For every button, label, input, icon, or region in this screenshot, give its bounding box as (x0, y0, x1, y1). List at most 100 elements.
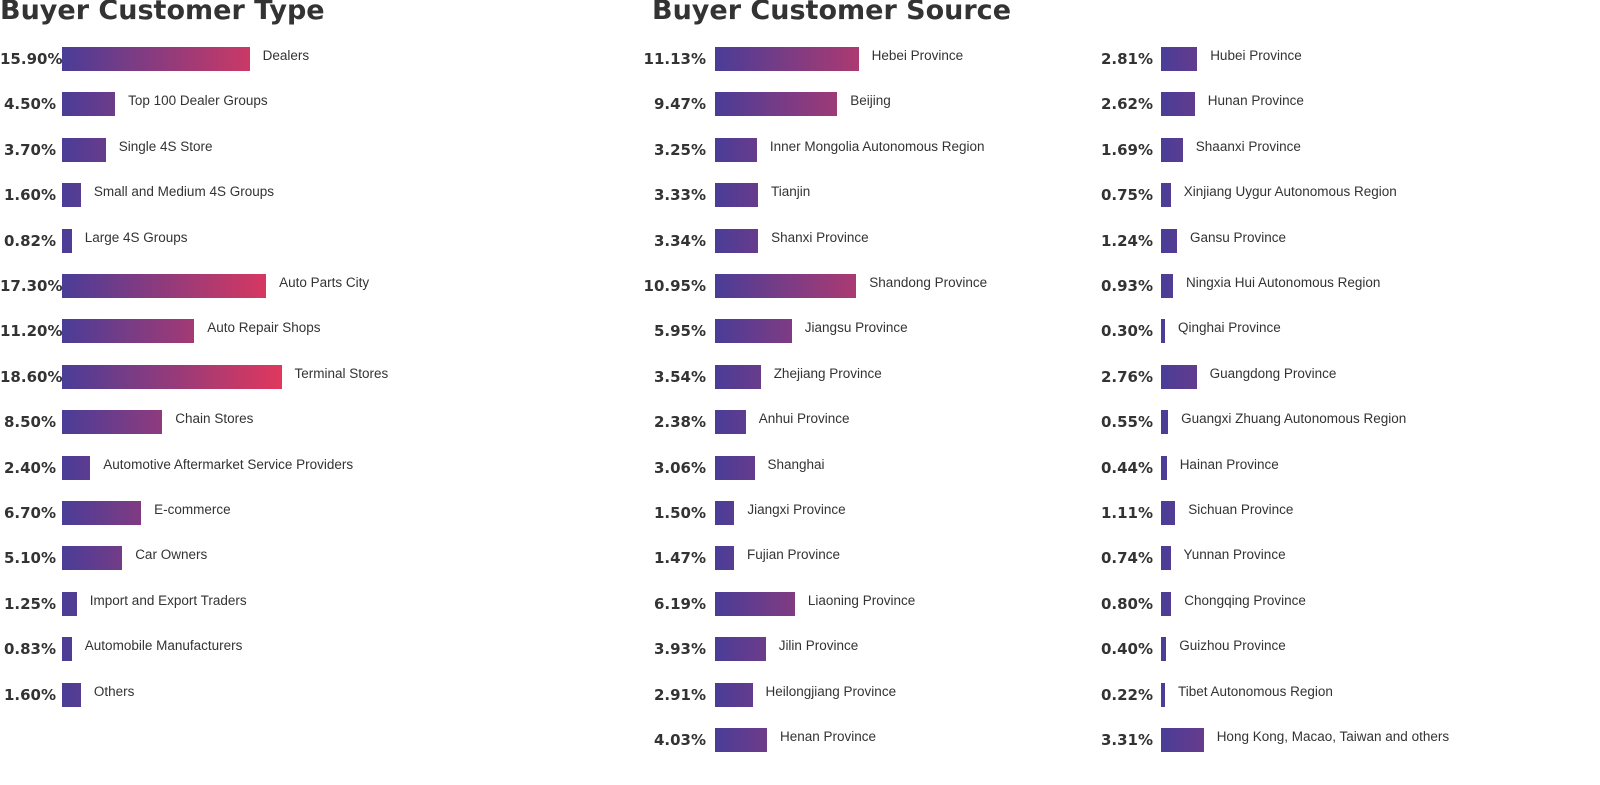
bar-row: 2.81% Hubei Province (0, 47, 1600, 71)
data-label: 0.82% (3, 232, 56, 250)
bar-row: 15.90% Dealers (0, 47, 620, 71)
category-label: Shaanxi Province (1195, 139, 1301, 154)
data-label: 1.69% (1100, 141, 1153, 159)
category-label: Terminal Stores (294, 366, 389, 381)
bar (715, 546, 734, 570)
data-label: 1.25% (3, 595, 56, 613)
bar-row: 3.33% Tianjin (0, 183, 1100, 207)
bar-row: 1.60% Others (0, 683, 620, 707)
bar (1161, 637, 1167, 661)
bar-row: 8.50% Chain Stores (0, 410, 620, 434)
bar (715, 47, 859, 71)
bar (1161, 728, 1204, 752)
category-label: Inner Mongolia Autonomous Region (769, 139, 985, 154)
data-label: 1.60% (3, 186, 56, 204)
category-label: Shandong Province (869, 275, 988, 290)
category-label: Yunnan Province (1183, 547, 1286, 562)
bar (62, 138, 106, 162)
bar (62, 501, 142, 525)
data-label: 1.50% (653, 504, 706, 522)
data-label: 0.22% (1100, 686, 1153, 704)
bar-row: 0.82% Large 4S Groups (0, 229, 620, 253)
data-label: 0.40% (1100, 640, 1153, 658)
data-label: 1.47% (653, 549, 706, 567)
category-label: Dealers (262, 48, 310, 63)
data-label: 0.80% (1100, 595, 1153, 613)
bar (715, 456, 755, 480)
bar-row: 4.03% Henan Province (0, 728, 1100, 752)
category-label: E-commerce (154, 502, 231, 517)
category-label: Guangxi Zhuang Autonomous Region (1181, 411, 1407, 426)
category-label: Shanxi Province (771, 230, 869, 245)
bar-row: 0.30% Qinghai Province (0, 319, 1600, 343)
category-label: Hebei Province (871, 48, 964, 63)
bar-row: 18.60% Terminal Stores (0, 365, 620, 389)
bar (715, 92, 838, 116)
bar-row: 10.95% Shandong Province (0, 274, 1100, 298)
bar (1161, 546, 1171, 570)
category-label: Large 4S Groups (84, 230, 188, 245)
bar (1161, 319, 1165, 343)
bar (1161, 365, 1197, 389)
data-label: 2.91% (653, 686, 706, 704)
data-label: 1.24% (1100, 232, 1153, 250)
category-label: Henan Province (780, 729, 877, 744)
bar (715, 365, 761, 389)
category-label: Heilongjiang Province (765, 684, 897, 699)
category-label: Auto Repair Shops (207, 320, 321, 335)
data-label: 18.60% (0, 368, 63, 386)
bar-row: 1.60% Small and Medium 4S Groups (0, 183, 620, 207)
category-label: Zhejiang Province (773, 366, 882, 381)
bar (62, 637, 72, 661)
bar (1161, 138, 1183, 162)
bar-row: 3.31% Hong Kong, Macao, Taiwan and others (0, 728, 1600, 752)
bar-row: 0.40% Guizhou Province (0, 637, 1600, 661)
bar-row: 3.34% Shanxi Province (0, 229, 1100, 253)
bar-row: 17.30% Auto Parts City (0, 274, 620, 298)
bar (1161, 592, 1172, 616)
category-label: Hunan Province (1207, 93, 1304, 108)
category-label: Sichuan Province (1188, 502, 1294, 517)
category-label: Anhui Province (758, 411, 850, 426)
bar-row: 9.47% Beijing (0, 92, 1100, 116)
category-label: Liaoning Province (807, 593, 916, 608)
bar (715, 138, 757, 162)
bar (62, 183, 81, 207)
bar (1161, 683, 1165, 707)
bar (62, 546, 123, 570)
data-label: 4.50% (3, 95, 56, 113)
bar-row: 11.13% Hebei Province (0, 47, 1100, 71)
bar (1161, 274, 1173, 298)
data-label: 3.06% (653, 459, 706, 477)
bar (62, 47, 250, 71)
data-label: 0.74% (1100, 549, 1153, 567)
bar-row: 0.75% Xinjiang Uygur Autonomous Region (0, 183, 1600, 207)
bar-row: 2.76% Guangdong Province (0, 365, 1600, 389)
bar (62, 456, 91, 480)
data-label: 0.75% (1100, 186, 1153, 204)
category-label: Hainan Province (1179, 457, 1279, 472)
category-label: Chongqing Province (1184, 593, 1306, 608)
bar (1161, 183, 1171, 207)
bar (1161, 47, 1198, 71)
category-label: Auto Parts City (279, 275, 370, 290)
category-label: Tibet Autonomous Region (1178, 684, 1333, 699)
bar-row: 2.91% Heilongjiang Province (0, 683, 1100, 707)
data-label: 2.38% (653, 413, 706, 431)
data-label: 2.40% (3, 459, 56, 477)
bar (62, 229, 72, 253)
data-label: 9.47% (653, 95, 706, 113)
bar-row: 0.22% Tibet Autonomous Region (0, 683, 1600, 707)
bar-row: 0.93% Ningxia Hui Autonomous Region (0, 274, 1600, 298)
category-label: Beijing (850, 93, 891, 108)
bar (62, 410, 163, 434)
bar (715, 274, 857, 298)
data-label: 2.76% (1100, 368, 1153, 386)
customer-type-chart: 15.90% Dealers 4.50% Top 100 Dealer Groups 3… (0, 0, 620, 785)
category-label: Guizhou Province (1179, 638, 1286, 653)
bar-row: 3.25% Inner Mongolia Autonomous Region (0, 138, 1100, 162)
bar-row: 6.70% E-commerce (0, 501, 620, 525)
bar-row: 2.38% Anhui Province (0, 410, 1100, 434)
data-label: 17.30% (0, 277, 63, 295)
